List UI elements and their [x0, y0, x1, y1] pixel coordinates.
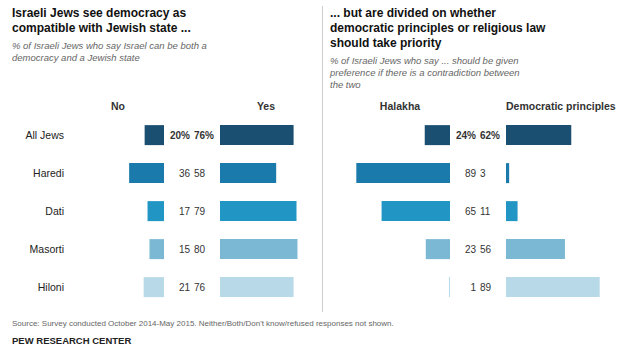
svg-text:58: 58 [194, 168, 206, 179]
svg-text:11: 11 [480, 206, 491, 217]
svg-text:Dati: Dati [45, 205, 64, 217]
svg-text:76%: 76% [194, 130, 214, 141]
svg-text:76: 76 [194, 282, 206, 293]
svg-text:36: 36 [179, 168, 191, 179]
svg-text:3: 3 [480, 168, 486, 179]
svg-text:89: 89 [480, 282, 492, 293]
html-text:Israeli Jews see democracy as: Israeli Jews see democracy as compatible… [12, 6, 191, 35]
html-text:PEW RESEARCH CENTER: PEW RESEARCH CENTER [12, 335, 132, 346]
html-text:... but are divided on whether: ... but are divided on whether democrati… [330, 6, 546, 50]
svg-text:65: 65 [465, 206, 477, 217]
html-text:% of Israeli Jews who say Isra: % of Israeli Jews who say Israel can be … [12, 40, 207, 63]
html-text:Yes: Yes [256, 100, 275, 112]
html-text:% of Israeli Jews who say ...: % of Israeli Jews who say ... should be … [330, 55, 520, 90]
svg-text:80: 80 [194, 244, 206, 255]
svg-text:79: 79 [194, 206, 206, 217]
html-text:Source: Survey conducted Octob: Source: Survey conducted October 2014-Ma… [12, 319, 394, 328]
svg-text:All Jews: All Jews [25, 129, 64, 141]
svg-text:21: 21 [179, 282, 191, 293]
svg-text:1: 1 [470, 282, 476, 293]
svg-text:89: 89 [465, 168, 477, 179]
svg-text:15: 15 [179, 244, 191, 255]
svg-text:Hiloni: Hiloni [38, 281, 64, 293]
html-text:Halakha: Halakha [379, 100, 421, 112]
svg-text:56: 56 [480, 244, 492, 255]
html-text:No: No [111, 100, 125, 112]
html-text:Democratic principles: Democratic principles [506, 100, 616, 112]
svg-text:23: 23 [465, 244, 477, 255]
svg-text:24%: 24% [456, 130, 476, 141]
svg-text:20%: 20% [170, 130, 190, 141]
svg-text:Haredi: Haredi [33, 167, 64, 179]
svg-text:Masorti: Masorti [30, 243, 64, 255]
svg-text:17: 17 [179, 206, 191, 217]
svg-text:62%: 62% [480, 130, 500, 141]
